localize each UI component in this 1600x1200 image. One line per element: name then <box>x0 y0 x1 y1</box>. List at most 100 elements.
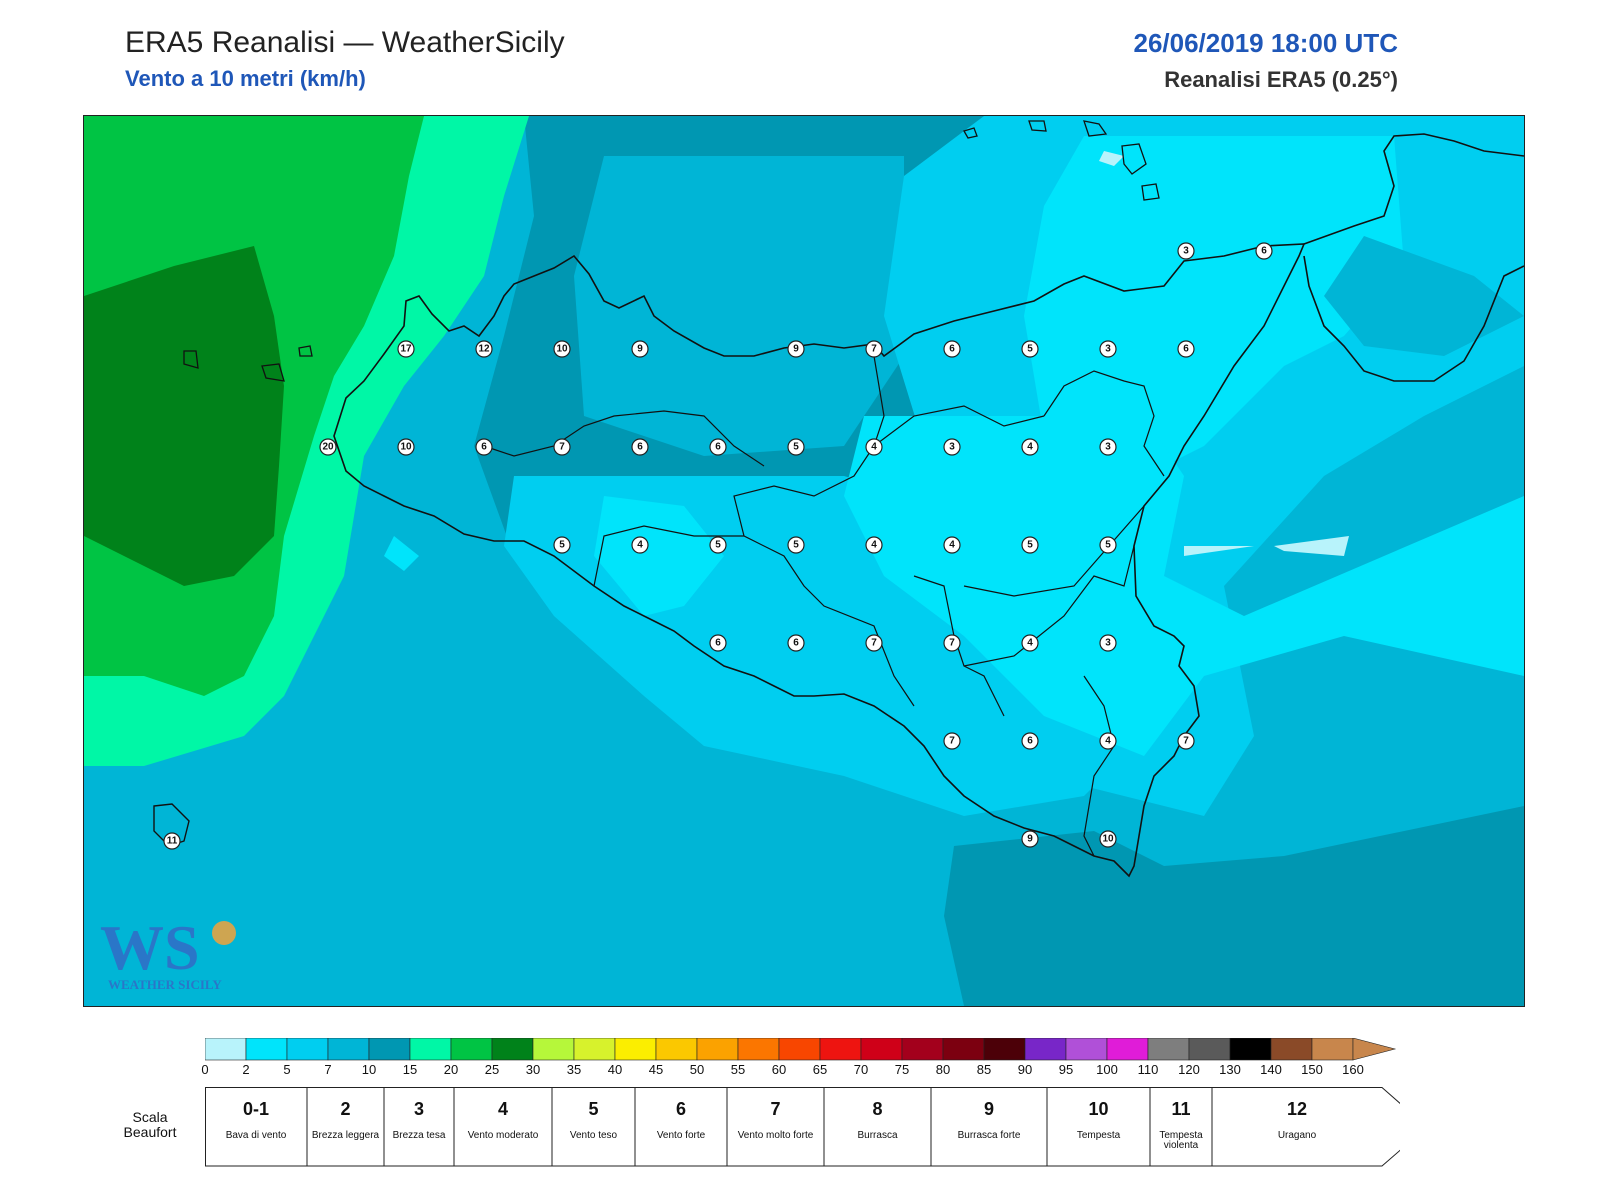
wind-marker: 10 <box>553 340 571 358</box>
colorbar-swatch <box>1106 1038 1149 1061</box>
wind-marker: 6 <box>1255 242 1273 260</box>
svg-text:4: 4 <box>1027 442 1033 453</box>
svg-text:4: 4 <box>949 540 955 551</box>
svg-text:20: 20 <box>322 442 334 453</box>
svg-text:9: 9 <box>1027 834 1033 845</box>
beaufort-description: Tempesta <box>1076 1130 1121 1141</box>
colorbar-swatch <box>1270 1038 1313 1061</box>
wind-field-band-25-30 <box>84 246 284 586</box>
colorbar-tick-label: 120 <box>1178 1062 1200 1077</box>
wind-marker: 9 <box>631 340 649 358</box>
beaufort-level: 10 Tempesta <box>1047 1087 1150 1165</box>
wind-marker: 10 <box>397 438 415 456</box>
svg-text:5: 5 <box>1105 540 1111 551</box>
beaufort-level: 5 Vento teso <box>552 1087 635 1165</box>
colorbar-tick-label: 50 <box>689 1062 705 1077</box>
svg-text:7: 7 <box>871 344 877 355</box>
wind-marker: 5 <box>1021 536 1039 554</box>
wind-colorbar <box>205 1038 1397 1061</box>
svg-text:7: 7 <box>949 638 955 649</box>
svg-text:12: 12 <box>478 344 490 355</box>
colorbar-swatch <box>286 1038 329 1061</box>
weathersicily-logo: WS WEATHER SICILY <box>100 912 236 992</box>
svg-text:4: 4 <box>871 442 877 453</box>
colorbar-swatch <box>409 1038 452 1061</box>
colorbar-swatch <box>655 1038 698 1061</box>
island-vulcano <box>1141 183 1160 201</box>
colorbar-tick-label: 150 <box>1301 1062 1323 1077</box>
colorbar-tick-label: 30 <box>525 1062 541 1077</box>
colorbar-swatch <box>901 1038 944 1061</box>
beaufort-force: 0-1 <box>242 1099 269 1119</box>
wind-field-zone <box>844 416 1524 756</box>
beaufort-description: Vento molto forte <box>737 1130 814 1141</box>
island-salina <box>1083 120 1108 137</box>
wind-marker: 4 <box>943 536 961 554</box>
wind-marker: 5 <box>1021 340 1039 358</box>
beaufort-force: 5 <box>588 1099 599 1119</box>
wind-marker: 6 <box>475 438 493 456</box>
wind-marker: 4 <box>865 536 883 554</box>
province-boundaries <box>483 355 1165 857</box>
beaufort-force: 9 <box>983 1099 994 1119</box>
logo-letters: WS <box>100 912 200 983</box>
wind-marker: 5 <box>787 536 805 554</box>
colorbar-swatch <box>532 1038 575 1061</box>
colorbar-tick-label: 70 <box>853 1062 869 1077</box>
wind-marker: 5 <box>1099 536 1117 554</box>
colorbar-tick-label: 15 <box>402 1062 418 1077</box>
svg-text:6: 6 <box>481 442 487 453</box>
island-pantelleria <box>153 803 190 847</box>
beaufort-description: Tempesta violenta <box>1159 1130 1203 1151</box>
colorbar-swatch <box>573 1038 616 1061</box>
svg-text:6: 6 <box>1183 344 1189 355</box>
wind-marker: 3 <box>1099 438 1117 456</box>
island-favignana <box>261 363 285 382</box>
svg-text:9: 9 <box>637 344 643 355</box>
calabria-coastline <box>1303 133 1524 382</box>
svg-text:5: 5 <box>793 540 799 551</box>
colorbar-tick-label: 5 <box>283 1062 291 1077</box>
beaufort-level: 12 Uragano <box>1212 1087 1382 1165</box>
chart-title: ERA5 Reanalisi — WeatherSicily <box>125 26 565 59</box>
wind-field-patch <box>1184 546 1254 556</box>
svg-text:6: 6 <box>715 638 721 649</box>
wind-marker: 6 <box>631 438 649 456</box>
colorbar-swatch <box>1147 1038 1190 1061</box>
beaufort-force: 2 <box>340 1099 351 1119</box>
wind-marker: 4 <box>1021 634 1039 652</box>
svg-text:6: 6 <box>793 638 799 649</box>
colorbar-tick-label: 0 <box>201 1062 209 1077</box>
wind-marker: 6 <box>709 634 727 652</box>
beaufort-force: 6 <box>675 1099 686 1119</box>
wind-marker: 7 <box>553 438 571 456</box>
colorbar-tick-label: 100 <box>1096 1062 1118 1077</box>
island-filicudi <box>1028 120 1047 132</box>
valid-datetime: 26/06/2019 18:00 UTC <box>1133 28 1398 58</box>
wind-marker: 7 <box>865 340 883 358</box>
wind-field-zone <box>594 496 724 616</box>
colorbar-tick-label: 65 <box>812 1062 828 1077</box>
beaufort-force: 4 <box>497 1099 508 1119</box>
colorbar-swatch <box>205 1038 247 1061</box>
sun-icon <box>212 921 236 945</box>
wind-map: 17 12 10 9 9 7 6 5 3 6 3 6 20 10 6 7 6 6… <box>83 115 1525 1007</box>
beaufort-force: 3 <box>413 1099 424 1119</box>
beaufort-level: 11 Tempesta violenta <box>1150 1087 1212 1165</box>
colorbar-tick-label: 20 <box>443 1062 459 1077</box>
svg-text:7: 7 <box>559 442 565 453</box>
island-levanzo <box>298 345 313 357</box>
chart-subtitle: Vento a 10 metri (km/h) <box>125 66 366 91</box>
beaufort-description: Uragano <box>1277 1130 1317 1141</box>
beaufort-description: Vento moderato <box>467 1130 539 1141</box>
beaufort-description: Burrasca forte <box>957 1130 1021 1141</box>
wind-marker: 7 <box>943 634 961 652</box>
colorbar-tick-label: 85 <box>976 1062 992 1077</box>
colorbar-swatch <box>1311 1038 1354 1061</box>
beaufort-level: 7 Vento molto forte <box>727 1087 824 1165</box>
wind-marker: 6 <box>1021 732 1039 750</box>
colorbar-tick-label: 2 <box>242 1062 250 1077</box>
colorbar-swatch <box>450 1038 493 1061</box>
wind-marker: 4 <box>1099 732 1117 750</box>
colorbar-swatch <box>983 1038 1026 1061</box>
